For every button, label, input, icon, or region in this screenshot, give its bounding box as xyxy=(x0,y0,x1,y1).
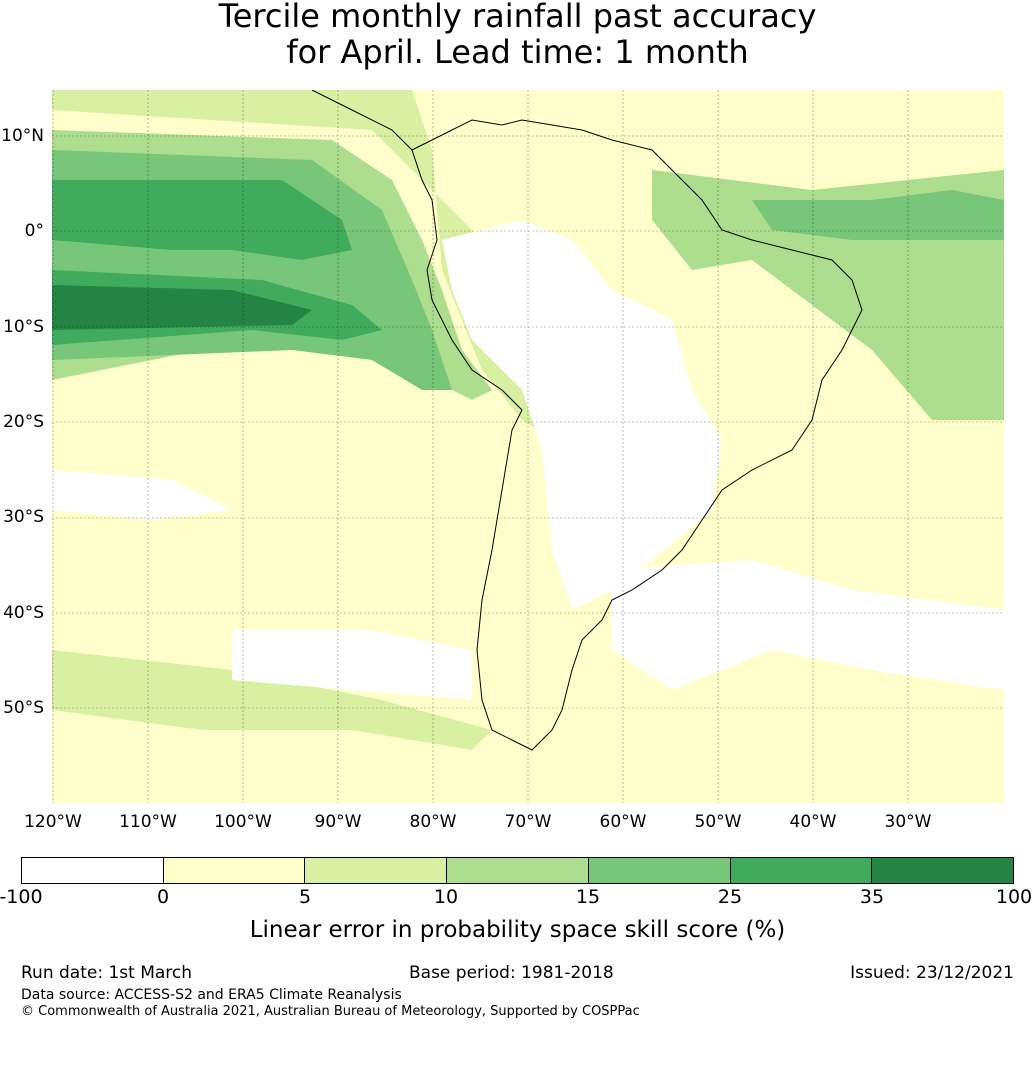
colorbar-tick: 10 xyxy=(433,886,459,908)
copyright: © Commonwealth of Australia 2021, Austra… xyxy=(21,1004,640,1019)
low-skill-layer xyxy=(52,220,1004,700)
lat-label-equator: 0° xyxy=(24,221,44,241)
lon-label-60w: 60°W xyxy=(599,812,647,832)
data-source: Data source: ACCESS-S2 and ERA5 Climate … xyxy=(21,987,402,1003)
colorbar xyxy=(21,857,1014,884)
issued-date: Issued: 23/12/2021 xyxy=(850,963,1014,983)
lon-label-120w: 120°W xyxy=(24,812,82,832)
lon-label-110w: 110°W xyxy=(119,812,177,832)
lon-label-50w: 50°W xyxy=(694,812,742,832)
colorbar-tick: 0 xyxy=(156,886,170,908)
colorbar-label: Linear error in probability space skill … xyxy=(249,917,786,943)
lat-label-50s: 50°S xyxy=(3,698,44,718)
run-date: Run date: 1st March xyxy=(21,963,193,983)
colorbar-tick: -100 xyxy=(0,886,43,908)
map-canvas xyxy=(52,90,1004,803)
skill-region-atlantic-core xyxy=(752,190,1004,240)
colorbar-tick: 100 xyxy=(995,886,1033,908)
colorbar-segment xyxy=(730,858,873,883)
skill-score-map xyxy=(52,90,1004,803)
lon-label-90w: 90°W xyxy=(314,812,362,832)
skill-fill-layer xyxy=(52,90,1004,750)
lat-label-10n: 10°N xyxy=(1,126,44,146)
lon-label-100w: 100°W xyxy=(214,812,272,832)
lon-label-80w: 80°W xyxy=(409,812,457,832)
colorbar-segment xyxy=(22,858,164,883)
lat-label-10s: 10°S xyxy=(3,317,44,337)
lon-label-70w: 70°W xyxy=(504,812,552,832)
lat-label-30s: 30°S xyxy=(3,507,44,527)
colorbar-segment xyxy=(872,858,1014,883)
skill-region-pacific-max xyxy=(52,285,312,330)
lon-label-40w: 40°W xyxy=(789,812,837,832)
lat-label-20s: 20°S xyxy=(3,412,44,432)
colorbar-segment xyxy=(163,858,306,883)
colorbar-segment xyxy=(588,858,731,883)
colorbar-tick: 15 xyxy=(575,886,601,908)
colorbar-tick: 25 xyxy=(717,886,743,908)
south-america-coastline xyxy=(311,90,863,751)
map-title-line1: Tercile monthly rainfall past accuracy xyxy=(218,0,817,35)
colorbar-segment xyxy=(305,858,448,883)
lon-label-30w: 30°W xyxy=(884,812,932,832)
skill-region-pacific-strong xyxy=(52,180,352,260)
skill-region-southern-band xyxy=(52,650,492,750)
base-period: Base period: 1981-2018 xyxy=(409,963,614,983)
map-title-line2: for April. Lead time: 1 month xyxy=(286,33,749,71)
lat-label-40s: 40°S xyxy=(3,603,44,623)
colorbar-segment xyxy=(447,858,589,883)
colorbar-tick: 35 xyxy=(859,886,885,908)
colorbar-tick: 5 xyxy=(298,886,312,908)
graticule xyxy=(52,90,1004,803)
